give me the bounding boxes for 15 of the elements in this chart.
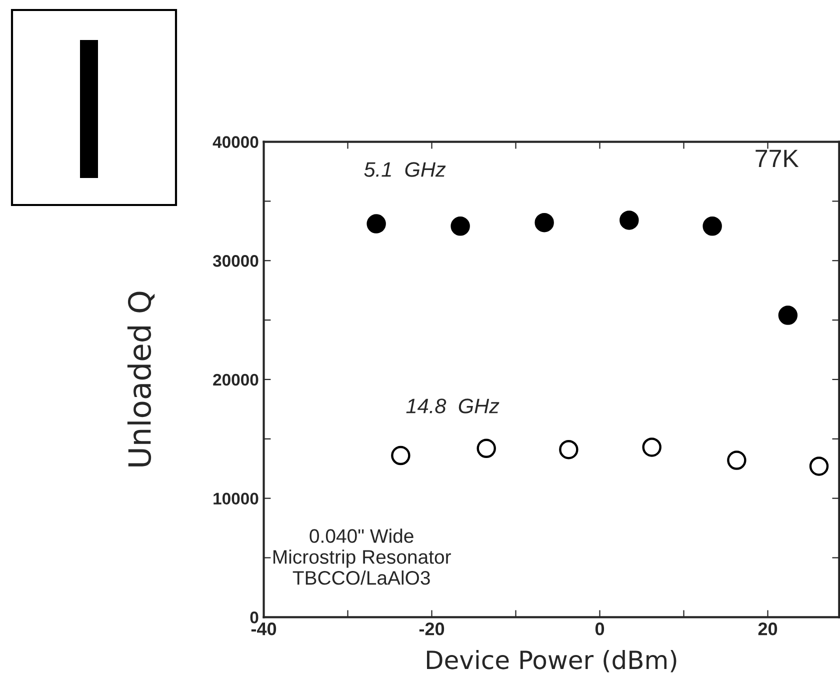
annotation: 77K [756,150,799,168]
series-label: 14.8 GHz [406,398,500,414]
series-label: 5.1 GHz [364,162,446,177]
x-tick-label: -40 [251,622,276,636]
y-tick-label: 30000 [212,255,258,267]
x-tick-label: -20 [419,622,444,636]
x-axis-title: Device Power (dBm) [426,650,676,672]
y-tick-label: 10000 [214,492,258,505]
annotation: 0.040" Wide Microstrip Resonator TBCCO/LaAlO3 [273,528,451,585]
x-tick-label: 0 [595,622,604,636]
y-tick-label: 40000 [212,136,258,148]
y-tick-label: 20000 [213,374,258,386]
x-tick-label: 20 [758,622,778,636]
y-axis-title: Unloaded Q [127,292,155,466]
y-tick-label: 0 [250,612,258,624]
